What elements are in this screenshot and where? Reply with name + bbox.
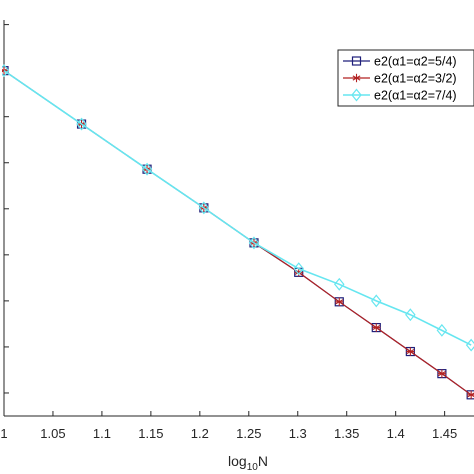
x-tick-label: 1.1 [93, 426, 111, 441]
legend: e2(α1=α2=5/4) e2(α1=α2=3/2) e2(α1=α2=7/4) [337, 49, 474, 107]
legend-entry: e2(α1=α2=5/4) [343, 55, 457, 69]
asterisk-marker [406, 347, 415, 356]
x-tick-label: 1.45 [432, 426, 457, 441]
x-tick-label: 1.25 [236, 426, 261, 441]
asterisk-marker [372, 323, 381, 332]
diamond-marker [293, 262, 305, 276]
legend-label: e2(α1=α2=7/4) [374, 89, 457, 103]
x-tick-label: 1.15 [138, 426, 163, 441]
asterisk-marker [437, 369, 447, 378]
asterisk-marker [352, 73, 361, 83]
legend-label: e2(α1=α2=3/2) [374, 72, 457, 86]
diamond-marker [371, 294, 382, 308]
series-layer [2, 64, 474, 400]
x-axis-label: log10N [228, 453, 268, 473]
diamond-marker [333, 277, 345, 291]
x-ticks: 1 1.05 1.1 1.15 1.2 1.25 1.3 1.35 1.4 1.45 [0, 411, 457, 441]
x-tick-label: 1.3 [289, 426, 307, 441]
x-axis-label-subscript: 10 [247, 462, 259, 473]
legend-entry: e2(α1=α2=7/4) [343, 89, 457, 103]
diamond-marker [248, 236, 260, 250]
diamond-marker [2, 64, 10, 78]
square-marker [351, 56, 362, 66]
diamond-marker [76, 117, 87, 131]
series-3 [2, 64, 474, 352]
x-tick-label: 1.35 [334, 426, 359, 441]
x-axis-label-main: log [228, 453, 247, 469]
legend-entry: e2(α1=α2=3/2) [343, 72, 457, 86]
diamond-marker [436, 323, 448, 337]
x-tick-label: 1.05 [40, 426, 65, 441]
diamond-marker [465, 338, 474, 352]
x-tick-label: 1.4 [387, 426, 405, 441]
diamond-marker [351, 88, 362, 102]
x-axis-label-tail: N [258, 453, 268, 469]
asterisk-marker [335, 297, 344, 307]
diamond-marker [141, 162, 153, 176]
legend-label: e2(α1=α2=5/4) [374, 55, 457, 69]
diamond-marker [405, 308, 416, 322]
diamond-marker [198, 201, 210, 215]
x-tick-label: 1 [0, 426, 7, 441]
series-line [3, 69, 472, 346]
x-tick-label: 1.2 [191, 426, 209, 441]
